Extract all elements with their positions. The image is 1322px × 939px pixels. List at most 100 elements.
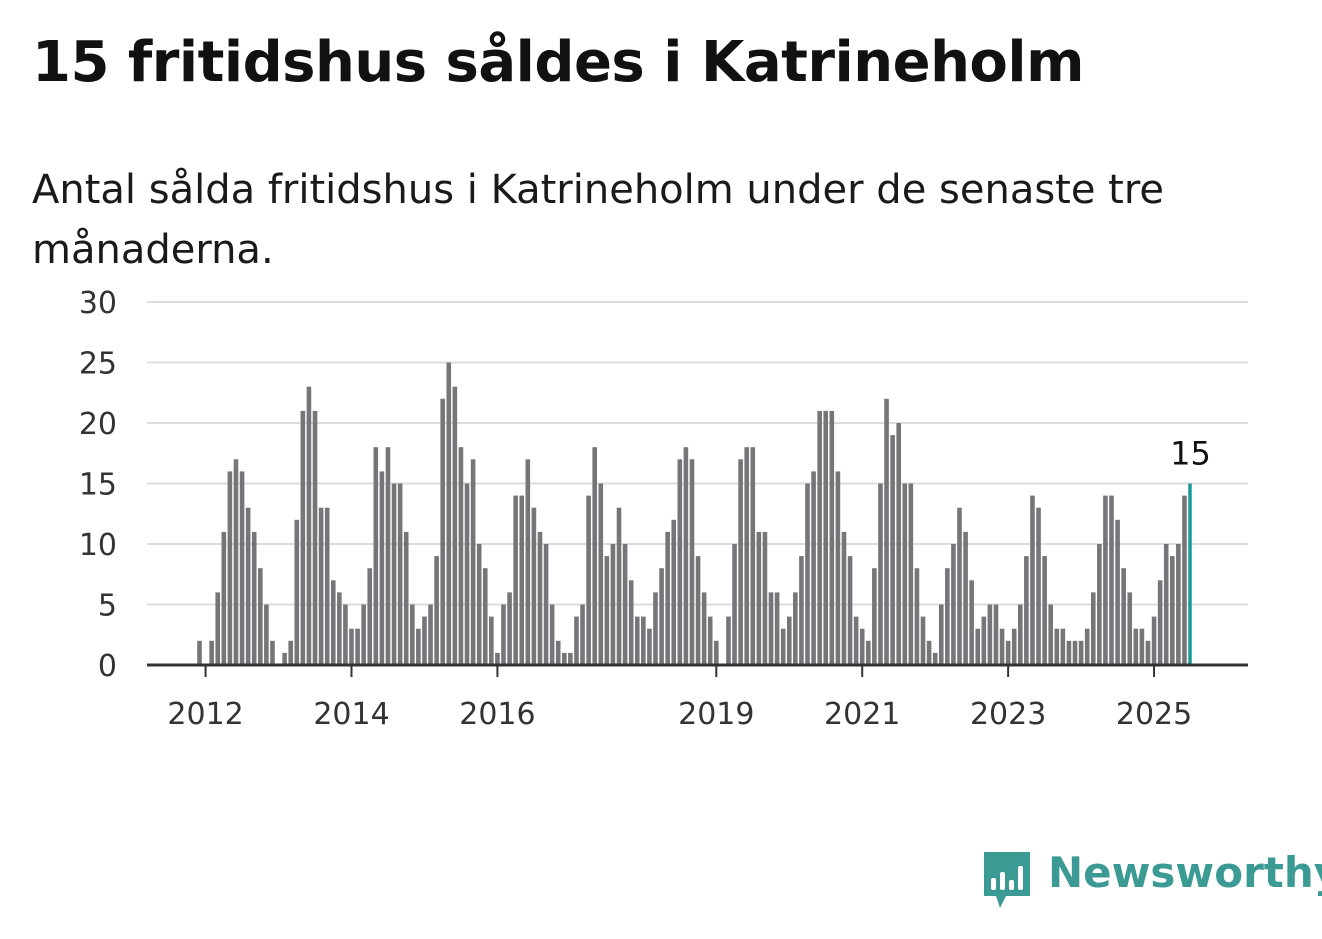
axes	[147, 663, 1248, 677]
bar	[306, 386, 312, 665]
bar	[288, 640, 293, 665]
bar	[1115, 519, 1120, 665]
bar	[440, 398, 445, 665]
y-tick-label: 0	[98, 649, 117, 684]
bar	[847, 556, 853, 665]
bar	[896, 423, 901, 665]
bar	[683, 447, 689, 665]
x-tick-label: 2023	[970, 697, 1046, 732]
bar	[349, 628, 354, 665]
bar	[647, 628, 652, 665]
bar	[428, 604, 433, 665]
bar	[1097, 544, 1102, 665]
bar	[482, 568, 488, 665]
bar	[999, 628, 1005, 665]
bar	[1157, 580, 1163, 665]
bar	[312, 410, 318, 665]
bar	[525, 459, 531, 665]
bar	[634, 616, 640, 665]
x-tick-label: 2025	[1116, 697, 1192, 732]
bar	[872, 568, 877, 665]
bar	[294, 519, 300, 665]
bar	[726, 616, 731, 665]
bar	[987, 604, 993, 665]
bar	[1127, 592, 1133, 665]
bar	[324, 507, 330, 665]
bar	[866, 640, 871, 665]
bar	[513, 495, 518, 665]
bar	[489, 616, 494, 665]
bar	[543, 544, 549, 665]
chart-title: 15 fritidshus såldes i Katrineholm	[32, 30, 1084, 95]
chart-subtitle: Antal sålda fritidshus i Katrineholm und…	[32, 167, 1165, 273]
bar	[963, 531, 968, 665]
bar	[1018, 604, 1023, 665]
newsworthy-logo: Newsworthy	[982, 850, 1322, 912]
y-tick-label: 30	[79, 286, 117, 321]
bar	[507, 592, 512, 665]
bar	[884, 398, 889, 665]
bar	[270, 640, 275, 665]
x-tick-label: 2021	[824, 697, 900, 732]
bar	[531, 507, 537, 665]
bar	[1048, 604, 1053, 665]
bar	[951, 544, 956, 665]
bar	[762, 531, 768, 665]
bar	[610, 544, 616, 665]
bar	[1084, 628, 1090, 665]
bar	[689, 459, 695, 665]
bar	[1036, 507, 1041, 665]
bar	[586, 495, 591, 665]
bar	[416, 628, 421, 665]
bar	[373, 447, 379, 665]
bar	[890, 435, 895, 665]
bar	[732, 544, 737, 665]
bar	[391, 483, 397, 665]
bar	[841, 531, 847, 665]
y-tick-label: 10	[79, 528, 117, 563]
bar	[549, 604, 555, 665]
bar	[1066, 640, 1072, 665]
x-tick-label: 2014	[313, 697, 389, 732]
bar	[592, 447, 597, 665]
bar	[1145, 640, 1151, 665]
bar	[653, 592, 658, 665]
bar	[695, 556, 701, 665]
bar	[227, 471, 233, 665]
bar	[1011, 628, 1017, 665]
bar	[738, 459, 743, 665]
bar	[1109, 495, 1114, 665]
bar	[835, 471, 841, 665]
bar	[264, 604, 269, 665]
bar	[361, 604, 366, 665]
bar	[574, 616, 579, 665]
bar	[938, 604, 944, 665]
y-tick-label: 5	[98, 589, 117, 624]
bar	[330, 580, 336, 665]
bar	[434, 556, 439, 665]
y-tick-label: 20	[79, 407, 117, 442]
bar	[355, 628, 360, 665]
bar	[908, 483, 914, 665]
bar	[555, 640, 561, 665]
bar	[914, 568, 920, 665]
grid-lines	[147, 301, 1248, 606]
bar	[817, 410, 822, 665]
bar	[853, 616, 859, 665]
bar	[318, 507, 324, 665]
bar	[859, 628, 865, 665]
bar	[628, 580, 634, 665]
bar	[616, 507, 622, 665]
bar	[495, 652, 500, 665]
bar	[537, 531, 543, 665]
bar	[1060, 628, 1066, 665]
bar	[1054, 628, 1060, 665]
y-tick-label: 25	[79, 347, 117, 382]
bar	[1103, 495, 1108, 665]
bar	[422, 616, 427, 665]
bar	[501, 604, 506, 665]
bar	[1042, 556, 1047, 665]
bar	[519, 495, 525, 665]
bar	[768, 592, 774, 665]
